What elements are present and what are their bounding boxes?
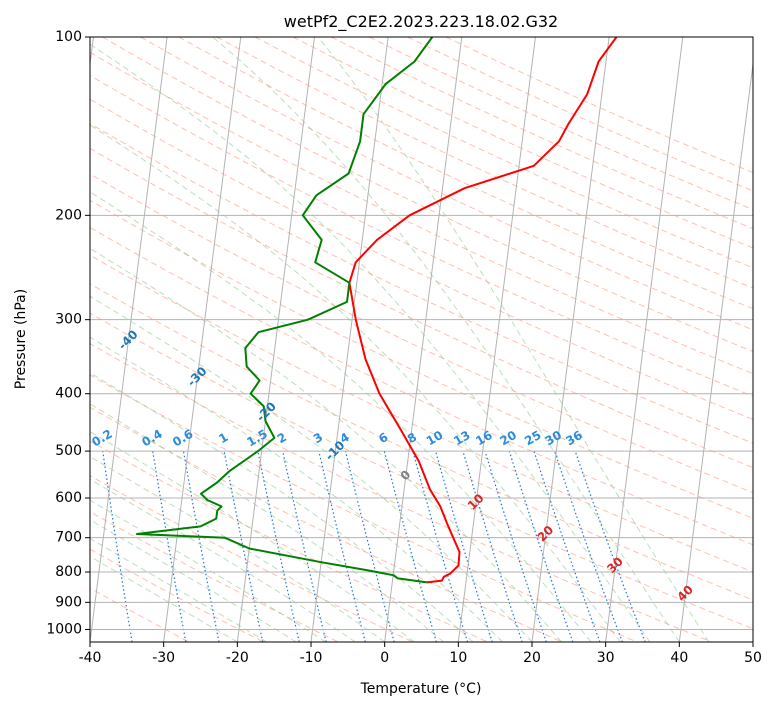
mixing-ratio-line	[485, 451, 546, 642]
dry-adiabat-label: -50	[47, 284, 72, 309]
line-labels: -100-90-80-70-60-50-40-30-20-10010203040…	[0, 21, 696, 604]
y-tick-label: 200	[55, 207, 82, 223]
series-lines	[137, 37, 617, 582]
mixing-ratio-label: 0.2	[89, 427, 114, 450]
plot-frame	[90, 37, 753, 642]
mixing-ratio-line	[283, 451, 326, 642]
mixing-ratio-label: 1	[216, 430, 230, 446]
x-tick-label: 20	[523, 650, 541, 666]
gridlines	[0, 37, 775, 642]
x-tick-label: -40	[79, 650, 102, 666]
moist-adiabat-line	[0, 37, 385, 642]
isotherm-gridline	[458, 37, 535, 642]
mixing-ratio-line	[103, 451, 132, 642]
mixing-ratio-line	[436, 451, 493, 642]
isotherm-gridline	[385, 37, 462, 642]
isotherm-gridline	[753, 37, 775, 642]
dry-adiabat-line	[0, 37, 712, 642]
moist-adiabat-line	[0, 37, 473, 642]
dry-adiabat-line	[0, 37, 775, 642]
x-tick-label: -30	[152, 650, 175, 666]
x-tick-label: -10	[300, 650, 323, 666]
dry-adiabat-line	[64, 37, 775, 642]
dry-adiabat-line	[0, 37, 775, 642]
dry-adiabat-line	[369, 37, 775, 642]
mixing-ratio-label: 0.6	[170, 427, 195, 450]
dry-adiabat-line	[0, 37, 775, 642]
mixing-ratio-label: 13	[451, 428, 472, 448]
dry-adiabat-label: 40	[674, 582, 696, 604]
y-tick-label: 600	[55, 490, 82, 506]
mixing-ratio-label: 16	[473, 428, 494, 448]
dry-adiabat-label: 30	[604, 554, 626, 576]
dry-adiabat-line	[0, 37, 775, 642]
mixing-ratio-label: 10	[424, 428, 445, 448]
moist-adiabat-line	[0, 37, 414, 642]
dry-adiabat-line	[0, 37, 775, 642]
dry-adiabat-line	[0, 37, 775, 642]
dry-adiabat-line	[331, 37, 775, 642]
y-tick-label: 700	[55, 530, 82, 546]
mixing-ratio-line	[555, 451, 623, 642]
background-lines	[0, 37, 775, 642]
mixing-ratio-line	[509, 451, 573, 642]
mixing-ratio-line	[153, 451, 186, 642]
dry-adiabat-line	[0, 37, 775, 642]
dry-adiabat-line	[408, 37, 775, 642]
mixing-ratio-label: 6	[376, 430, 390, 446]
x-tick-label: 30	[597, 650, 615, 666]
dry-adiabat-label: 10	[465, 491, 487, 513]
mixing-ratio-label: 8	[405, 430, 419, 446]
dry-adiabat-line	[0, 37, 775, 642]
dry-adiabat-label: 20	[535, 523, 557, 545]
x-tick-label: 0	[380, 650, 389, 666]
chart-title: wetPf2_C2E2.2023.223.18.02.G32	[284, 12, 558, 32]
y-tick-label: 400	[55, 386, 82, 402]
moist-adiabat-line	[0, 37, 326, 642]
y-axis-label: Pressure (hPa)	[13, 289, 29, 389]
mixing-ratio-label: 2	[275, 430, 289, 446]
y-tick-label: 300	[55, 312, 82, 328]
y-tick-label: 500	[55, 443, 82, 459]
mixing-ratio-label: 36	[563, 428, 584, 448]
dry-adiabat-line	[0, 37, 775, 642]
y-tick-label: 1000	[46, 621, 82, 637]
x-tick-label: 50	[744, 650, 762, 666]
isotherm-gridline	[532, 37, 609, 642]
mixing-ratio-line	[184, 451, 220, 642]
x-axis-label: Temperature (°C)	[360, 681, 482, 697]
mixing-ratio-label: 3	[311, 430, 325, 446]
mixing-ratio-line	[575, 451, 645, 642]
dry-adiabat-line	[255, 37, 775, 642]
mixing-ratio-line	[56, 451, 82, 642]
dry-adiabat-label: -40	[115, 327, 140, 352]
x-tick-label: 40	[670, 650, 688, 666]
y-tick-label: 800	[55, 564, 82, 580]
dry-adiabat-label: -60	[0, 233, 5, 258]
y-tick-label: 900	[55, 594, 82, 610]
moist-adiabat-line	[213, 37, 680, 642]
isotherm-gridline	[237, 37, 314, 642]
dry-adiabat-line	[102, 37, 775, 642]
mixing-ratio-label: 20	[498, 428, 519, 448]
y-tick-label: 100	[55, 29, 82, 45]
x-tick-label: -20	[226, 650, 249, 666]
isotherm-gridline	[679, 37, 756, 642]
x-tick-label: 10	[449, 650, 467, 666]
mixing-ratio-line	[319, 451, 365, 642]
